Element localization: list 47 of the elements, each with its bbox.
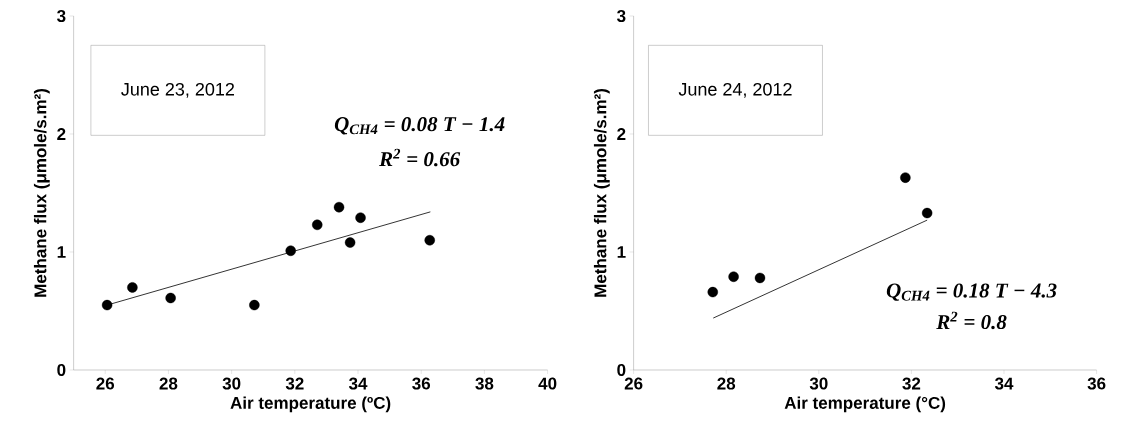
x-tick-label: 30 <box>222 377 241 390</box>
y-tick-label: 1 <box>57 246 66 258</box>
x-tick-label: 32 <box>285 377 304 390</box>
x-tick-label: 40 <box>538 377 557 390</box>
y-tick-label: 2 <box>57 128 66 140</box>
point <box>344 237 356 248</box>
point <box>333 201 345 213</box>
x-tick-label: 28 <box>717 377 736 390</box>
point <box>165 292 176 304</box>
y-tick-label: 3 <box>617 9 626 23</box>
x-tick-label: 26 <box>624 377 643 390</box>
annotation: June 23, 2012 <box>121 82 235 98</box>
point <box>707 286 718 298</box>
y-axis-title: Methane flux (μmole/s.m²) <box>593 89 610 297</box>
point <box>285 245 296 257</box>
x-axis-title: Air temperature (°C) <box>784 396 946 413</box>
x-tick-label: 26 <box>96 377 115 390</box>
point <box>754 272 766 284</box>
y-tick-label: 0 <box>617 363 626 377</box>
point <box>921 207 933 219</box>
point <box>424 234 435 246</box>
y-tick-label: 3 <box>57 9 66 23</box>
point <box>101 299 113 311</box>
y-tick-label: 2 <box>617 128 626 140</box>
x-tick-label: 32 <box>902 377 921 390</box>
point <box>728 271 739 282</box>
y-axis-title: Methane flux (μmole/s.m²) <box>33 89 50 297</box>
x-tick-label: 34 <box>348 377 368 390</box>
x-axis-title: Air temperature (ºC) <box>230 396 391 413</box>
annotation: Q$_{CH4}$ = 0.08 T − 1.4 <box>334 117 505 135</box>
point <box>249 299 260 311</box>
x-tick-label: 36 <box>1087 377 1106 390</box>
point <box>127 282 138 293</box>
y-tick-label: 0 <box>57 363 66 377</box>
point <box>312 219 323 231</box>
annotation: R$^{2}$ = 0.66 <box>379 148 461 167</box>
x-tick-label: 30 <box>809 377 828 390</box>
x-tick-label: 34 <box>994 377 1014 390</box>
x-tick-label: 28 <box>159 377 178 390</box>
x-tick-label: 36 <box>412 377 431 390</box>
y-tick-label: 1 <box>617 246 626 258</box>
annotation: June 24, 2012 <box>678 82 792 98</box>
x-tick-label: 38 <box>475 377 494 390</box>
annotation: R$^{2}$ = 0.8 <box>936 311 1007 330</box>
point <box>900 172 911 183</box>
annotation: Q$_{CH4}$ = 0.18 T − 4.3 <box>886 283 1057 301</box>
point <box>355 212 366 223</box>
